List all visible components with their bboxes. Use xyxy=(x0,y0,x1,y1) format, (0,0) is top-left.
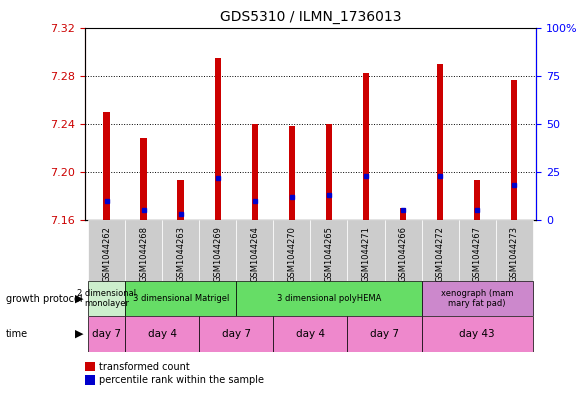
Bar xyxy=(347,316,422,352)
Bar xyxy=(422,220,459,281)
Text: day 7: day 7 xyxy=(92,329,121,339)
Bar xyxy=(199,220,236,281)
Bar xyxy=(400,208,406,220)
Text: 3 dimensional Matrigel: 3 dimensional Matrigel xyxy=(133,294,229,303)
Bar xyxy=(347,220,385,281)
Bar xyxy=(141,138,147,220)
Text: day 7: day 7 xyxy=(222,329,251,339)
Text: GSM1044266: GSM1044266 xyxy=(399,226,408,282)
Bar xyxy=(215,58,221,220)
Bar xyxy=(385,220,422,281)
Bar xyxy=(162,220,199,281)
Text: ▶: ▶ xyxy=(75,294,83,304)
Text: percentile rank within the sample: percentile rank within the sample xyxy=(99,375,264,386)
Bar xyxy=(437,64,444,220)
Bar xyxy=(273,220,310,281)
Bar xyxy=(289,126,295,220)
Bar xyxy=(459,220,496,281)
Text: day 43: day 43 xyxy=(459,329,495,339)
Bar xyxy=(326,124,332,220)
Bar xyxy=(88,316,125,352)
Bar xyxy=(125,220,162,281)
Bar xyxy=(422,316,533,352)
Bar xyxy=(236,220,273,281)
Text: GSM1044267: GSM1044267 xyxy=(473,226,482,282)
Text: 2 dimensional
monolayer: 2 dimensional monolayer xyxy=(77,289,136,309)
Bar xyxy=(311,220,347,281)
Text: time: time xyxy=(6,329,28,339)
Bar xyxy=(511,81,518,220)
Bar xyxy=(251,124,258,220)
Text: day 4: day 4 xyxy=(148,329,177,339)
Text: GSM1044273: GSM1044273 xyxy=(510,226,519,282)
Text: GSM1044263: GSM1044263 xyxy=(176,226,185,282)
Text: day 7: day 7 xyxy=(370,329,399,339)
Text: GSM1044265: GSM1044265 xyxy=(325,226,333,282)
Text: GSM1044269: GSM1044269 xyxy=(213,226,222,282)
Bar xyxy=(363,73,370,220)
Bar xyxy=(422,281,533,316)
Text: 3 dimensional polyHEMA: 3 dimensional polyHEMA xyxy=(277,294,381,303)
Text: GSM1044268: GSM1044268 xyxy=(139,226,148,282)
Bar xyxy=(177,180,184,220)
Bar xyxy=(199,316,273,352)
Bar xyxy=(125,281,236,316)
Text: xenograph (mam
mary fat pad): xenograph (mam mary fat pad) xyxy=(441,289,514,309)
Text: GSM1044270: GSM1044270 xyxy=(287,226,296,282)
Text: ▶: ▶ xyxy=(75,329,83,339)
Title: GDS5310 / ILMN_1736013: GDS5310 / ILMN_1736013 xyxy=(220,10,401,24)
Text: GSM1044272: GSM1044272 xyxy=(436,226,445,282)
Text: GSM1044271: GSM1044271 xyxy=(361,226,371,282)
Bar xyxy=(474,180,480,220)
Bar xyxy=(88,220,125,281)
Bar xyxy=(273,316,347,352)
Bar xyxy=(125,316,199,352)
Bar xyxy=(103,112,110,220)
Text: GSM1044264: GSM1044264 xyxy=(250,226,259,282)
Text: day 4: day 4 xyxy=(296,329,325,339)
Text: growth protocol: growth protocol xyxy=(6,294,82,304)
Text: transformed count: transformed count xyxy=(99,362,190,372)
Bar xyxy=(496,220,533,281)
Text: GSM1044262: GSM1044262 xyxy=(102,226,111,282)
Bar xyxy=(88,281,125,316)
Bar xyxy=(236,281,422,316)
